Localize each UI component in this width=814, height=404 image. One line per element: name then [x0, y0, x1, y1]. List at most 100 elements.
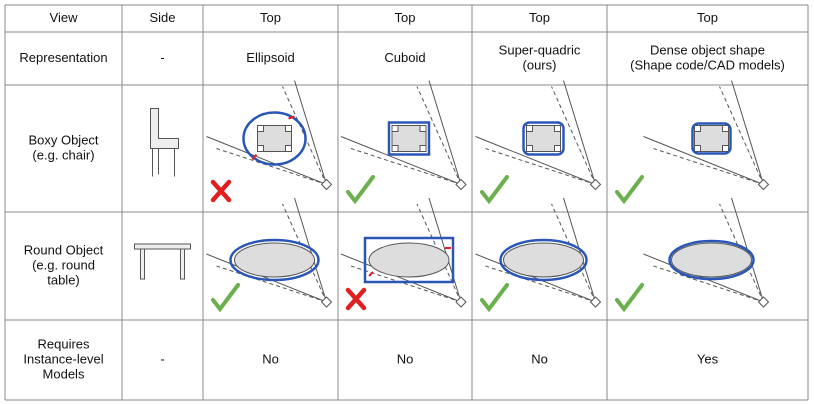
side-cell: -	[160, 351, 164, 366]
chair-leg	[694, 125, 701, 132]
top-cell: No	[531, 351, 548, 366]
check-icon	[615, 175, 644, 205]
chair-leg	[526, 125, 533, 132]
top-cell: (Shape code/CAD models)	[630, 57, 785, 72]
chair-side	[150, 108, 179, 177]
superquadric	[522, 121, 565, 156]
ray	[206, 253, 327, 303]
ray	[416, 86, 462, 185]
chair-leg	[391, 145, 399, 152]
chair-leg	[554, 125, 561, 132]
row-label: Representation	[19, 50, 107, 65]
chair-leg	[722, 145, 729, 152]
ray	[653, 148, 764, 185]
superquadric	[499, 238, 588, 282]
ray	[653, 265, 764, 303]
dense-shape	[668, 239, 755, 281]
ray	[719, 86, 764, 185]
table-top	[671, 242, 752, 278]
ray	[294, 197, 327, 303]
top-cell: No	[397, 351, 414, 366]
chair-leg	[257, 145, 264, 152]
check-icon	[615, 283, 644, 313]
chair-leg	[419, 145, 427, 152]
row-label: table)	[47, 272, 80, 287]
camera	[589, 296, 602, 308]
check-icon	[346, 175, 375, 205]
chair-leg	[694, 145, 701, 152]
ray	[643, 136, 764, 185]
chair-leg	[285, 125, 292, 132]
ray	[485, 148, 596, 185]
top-cell: Super-quadric	[499, 42, 581, 57]
header-cell: View	[50, 10, 79, 25]
error-arrow	[251, 115, 295, 161]
table-top	[503, 242, 584, 278]
error-arrow	[368, 247, 451, 277]
header-cell: Side	[149, 10, 175, 25]
ray	[731, 80, 764, 185]
ray	[551, 203, 596, 303]
top-cell: Yes	[697, 351, 719, 366]
ellipsoid	[229, 238, 320, 282]
ray	[475, 253, 596, 303]
row-label: Round Object	[24, 242, 104, 257]
camera	[455, 178, 467, 191]
chair-leg	[554, 145, 561, 152]
header-cell: Top	[697, 10, 718, 25]
row-label: Requires	[37, 336, 90, 351]
side-cell: -	[160, 50, 164, 65]
chair-leg	[257, 125, 264, 132]
row-label: Instance-level	[23, 351, 103, 366]
top-cell: No	[262, 351, 279, 366]
check-icon	[211, 283, 240, 313]
chair-leg	[391, 125, 399, 132]
ray	[563, 80, 596, 185]
check-icon	[480, 283, 509, 313]
cross-icon	[345, 287, 367, 311]
ray	[282, 86, 327, 185]
header-cell: Top	[395, 10, 416, 25]
ray	[294, 80, 327, 185]
ray	[216, 265, 327, 303]
ray	[206, 136, 327, 185]
ray	[551, 86, 596, 185]
row-label: (e.g. chair)	[32, 147, 94, 162]
ray	[428, 197, 462, 303]
top-cell: Dense object shape	[650, 42, 765, 57]
ray	[340, 253, 462, 303]
cuboid	[387, 121, 431, 156]
ellipsoid	[242, 111, 307, 166]
camera	[455, 296, 467, 308]
top-cell: (ours)	[523, 57, 557, 72]
ray	[416, 203, 462, 303]
header-cell: Top	[260, 10, 281, 25]
ray	[340, 136, 462, 185]
camera	[320, 178, 333, 191]
cross-icon	[210, 179, 232, 203]
ray	[485, 265, 596, 303]
camera	[757, 296, 770, 308]
chair-leg	[419, 125, 427, 132]
ray	[350, 148, 462, 185]
camera	[757, 178, 770, 191]
ray	[475, 136, 596, 185]
camera	[589, 178, 602, 191]
dense-shape	[691, 122, 732, 155]
table-top	[368, 242, 450, 278]
cuboid	[363, 236, 455, 284]
top-cell: Cuboid	[384, 50, 425, 65]
chair-leg	[285, 145, 292, 152]
header-cell: Top	[529, 10, 550, 25]
top-cell: Ellipsoid	[246, 50, 294, 65]
table-top	[234, 242, 315, 278]
ray	[428, 80, 462, 185]
chair-leg	[722, 125, 729, 132]
ray	[719, 203, 764, 303]
ray	[350, 265, 462, 303]
row-label: Models	[43, 366, 85, 381]
table-side	[134, 243, 191, 280]
ray	[282, 203, 327, 303]
row-label: Boxy Object	[28, 132, 98, 147]
